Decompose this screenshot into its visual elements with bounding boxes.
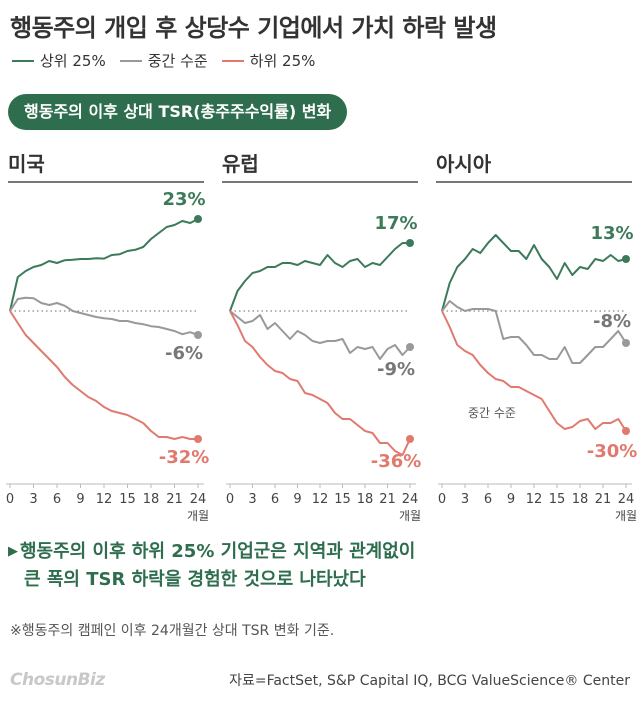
x-tick-label-us-3: 3 [29, 492, 37, 507]
x-tick-label-asia-12: 12 [526, 492, 543, 507]
x-tick-label-asia-18: 18 [572, 492, 589, 507]
legend-swatch-middle [119, 59, 142, 62]
series-line-europe-middle [229, 310, 411, 360]
end-point-europe-bottom [406, 435, 414, 443]
region-title-us: 미국 [8, 152, 45, 176]
chart-title: 행동주의 개입 후 상당수 기업에서 가치 하락 발생 [10, 14, 497, 42]
x-tick-label-us-9: 9 [76, 492, 84, 507]
conclusion: ▶ 행동주의 이후 하위 25% 기업군은 지역과 관계없이 큰 폭의 TSR 하… [8, 538, 415, 594]
legend-swatch-bottom [221, 59, 244, 62]
x-tick-label-us-0: 0 [6, 492, 14, 507]
conclusion-line-1: ▶ 행동주의 이후 하위 25% 기업군은 지역과 관계없이 [8, 538, 415, 566]
legend-label-middle: 중간 수준 [147, 52, 208, 70]
source-credit: 자료=FactSet, S&P Capital IQ, BCG ValueSci… [229, 673, 630, 689]
x-tick-label-asia-9: 9 [507, 492, 515, 507]
series-line-europe-top [229, 242, 410, 312]
conclusion-line-2: 큰 폭의 TSR 하락을 경험한 것으로 나타났다 [24, 569, 366, 590]
x-tick-label-us-18: 18 [143, 492, 160, 507]
end-label-us-bottom: -32% [159, 447, 210, 468]
x-tick-label-asia-24: 24 [618, 492, 635, 507]
series-line-asia-middle [441, 300, 627, 364]
subtitle-pill: 행동주의 이후 상대 TSR(총주주수익률) 변화 [8, 94, 348, 130]
series-line-europe-bottom [229, 310, 411, 456]
x-tick-label-us-24: 24 [190, 492, 207, 507]
end-label-europe-bottom: -36% [371, 451, 422, 472]
series-line-asia-bottom [441, 310, 627, 432]
end-point-us-middle [194, 331, 202, 339]
x-unit-label-europe: 개월 [399, 509, 421, 523]
legend-swatch-top [12, 59, 34, 62]
x-tick-label-europe-12: 12 [312, 492, 329, 507]
x-tick-label-us-6: 6 [53, 492, 61, 507]
x-tick-label-asia-15: 15 [549, 492, 566, 507]
end-label-europe-middle: -9% [377, 359, 415, 380]
x-tick-label-europe-24: 24 [402, 492, 419, 507]
conclusion-text-1: 행동주의 이후 하위 25% 기업군은 지역과 관계없이 [20, 541, 416, 562]
x-tick-label-europe-6: 6 [271, 492, 279, 507]
end-point-europe-middle [406, 343, 414, 351]
end-point-us-top [194, 215, 202, 223]
chosunbiz-logo: ChosunBiz [10, 670, 105, 690]
x-tick-label-europe-18: 18 [357, 492, 374, 507]
annotation-asia-middle: 중간 수준 [468, 406, 516, 420]
end-point-asia-top [622, 255, 630, 263]
end-label-us-top: 23% [162, 189, 205, 210]
x-tick-label-asia-6: 6 [484, 492, 492, 507]
legend: 상위 25% 중간 수준 하위 25% [12, 50, 315, 71]
footnote: ※행동주의 캠페인 이후 24개월간 상대 TSR 변화 기준. [10, 623, 335, 639]
legend-item-bottom: 하위 25% [221, 50, 316, 71]
legend-label-top: 상위 25% [40, 52, 106, 70]
region-title-europe: 유럽 [222, 152, 259, 176]
end-label-europe-top: 17% [374, 213, 417, 234]
x-tick-label-europe-3: 3 [248, 492, 256, 507]
end-label-asia-top: 13% [590, 223, 633, 244]
x-unit-label-us: 개월 [187, 509, 209, 523]
x-tick-label-us-12: 12 [96, 492, 113, 507]
divider-asia [436, 181, 632, 183]
end-point-europe-top [406, 239, 414, 247]
x-tick-label-asia-0: 0 [438, 492, 446, 507]
series-line-us-middle [9, 296, 199, 336]
region-title-asia: 아시아 [436, 152, 492, 176]
end-label-us-middle: -6% [165, 343, 203, 364]
series-line-asia-top [441, 234, 627, 312]
x-tick-label-europe-9: 9 [293, 492, 301, 507]
legend-label-bottom: 하위 25% [249, 52, 316, 70]
end-point-asia-bottom [622, 427, 630, 435]
end-point-us-bottom [194, 435, 202, 443]
x-tick-label-asia-3: 3 [461, 492, 469, 507]
divider-europe [222, 181, 418, 183]
series-line-us-top [9, 218, 199, 312]
x-tick-label-asia-21: 21 [595, 492, 612, 507]
x-tick-label-europe-0: 0 [226, 492, 234, 507]
x-tick-label-us-21: 21 [166, 492, 183, 507]
x-tick-label-europe-15: 15 [334, 492, 351, 507]
end-point-asia-middle [622, 339, 630, 347]
series-line-us-bottom [9, 310, 198, 440]
end-label-asia-middle: -8% [593, 311, 631, 332]
legend-item-middle: 중간 수준 [119, 50, 208, 71]
divider-us [8, 181, 204, 183]
legend-item-top: 상위 25% [12, 50, 106, 71]
end-label-asia-bottom: -30% [587, 441, 638, 462]
x-tick-label-us-15: 15 [119, 492, 136, 507]
arrow-icon: ▶ [8, 544, 18, 559]
x-unit-label-asia: 개월 [615, 509, 637, 523]
x-tick-label-europe-21: 21 [379, 492, 396, 507]
